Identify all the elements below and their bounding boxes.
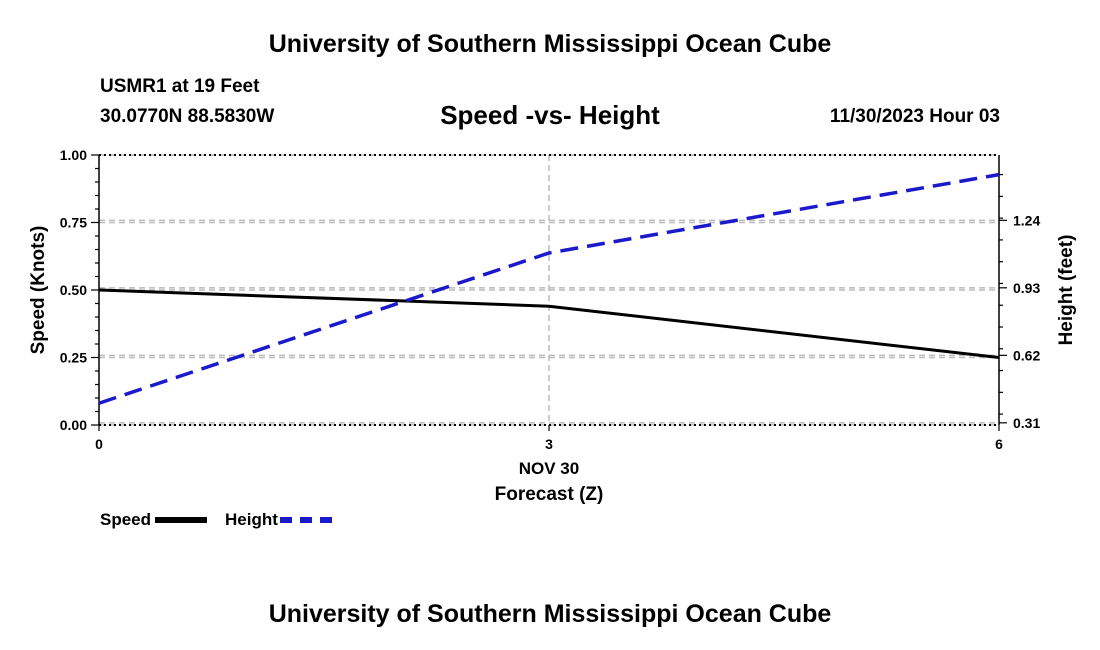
left-tick-label-0: 0.00 — [60, 417, 87, 433]
right-tick-label-0: 0.31 — [1013, 415, 1040, 431]
legend-item-speed: Speed — [100, 510, 208, 530]
legend-speed-swatch — [155, 517, 208, 523]
x-tick-label-2: 6 — [995, 436, 1003, 452]
left-tick-label-4: 1.00 — [60, 147, 87, 163]
right-tick-label-2: 0.93 — [1013, 280, 1040, 296]
right-axis-label: Height (feet) — [1056, 235, 1077, 346]
series-line-height — [98, 172, 1000, 405]
series-line-speed — [98, 288, 1000, 359]
right-tick-label-1: 0.62 — [1013, 347, 1040, 363]
station-coordinates: 30.0770N 88.5830W — [100, 106, 275, 127]
left-tick-label-3: 0.75 — [60, 215, 87, 231]
left-tick-label-1: 0.25 — [60, 350, 87, 366]
legend: Speed Height — [100, 509, 350, 531]
x-tick-label-1: 3 — [545, 436, 553, 452]
station-label: USMR1 at 19 Feet — [100, 76, 260, 97]
x-date-label: NOV 30 — [519, 459, 579, 478]
legend-height-swatch — [279, 517, 332, 523]
page-title: University of Southern Mississippi Ocean… — [268, 30, 832, 58]
legend-height-label: Height — [225, 510, 278, 529]
x-tick-label-0: 0 — [95, 436, 103, 452]
legend-speed-label: Speed — [100, 510, 152, 529]
forecast-timestamp: 11/30/2023 Hour 03 — [829, 106, 1000, 127]
chart-title: Speed -vs- Height — [440, 100, 660, 130]
right-tick-label-3: 1.24 — [1013, 212, 1040, 228]
x-axis-label: Forecast (Z) — [495, 484, 604, 505]
left-axis-label: Speed (Knots) — [28, 226, 49, 355]
footer-title: University of Southern Mississippi Ocean… — [268, 600, 832, 628]
legend-item-height: Height — [225, 510, 332, 530]
left-tick-label-2: 0.50 — [60, 282, 87, 298]
